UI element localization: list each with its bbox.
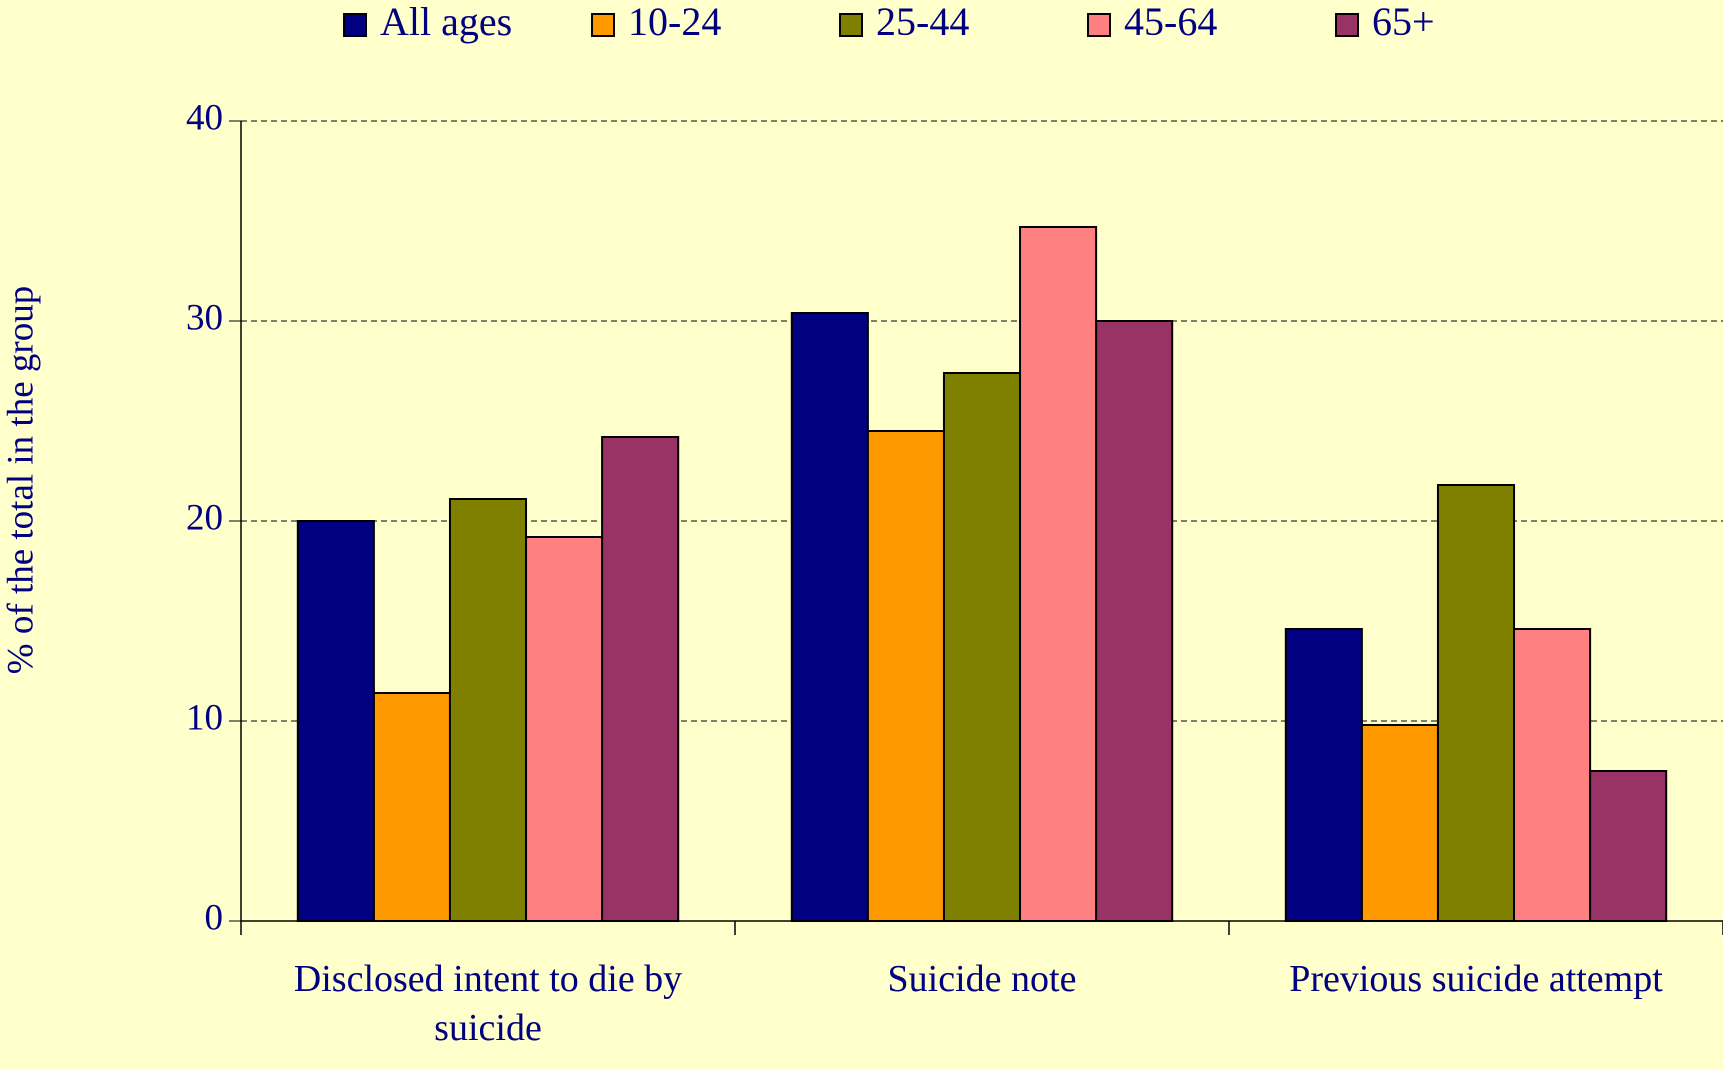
x-tick-label: Suicide note xyxy=(887,958,1077,1000)
x-tick-label: Disclosed intent to die by suicide xyxy=(293,958,683,1050)
bar xyxy=(372,692,451,922)
bar xyxy=(1589,770,1668,922)
legend-swatch xyxy=(591,13,615,37)
bar xyxy=(1095,320,1174,922)
bar xyxy=(1436,484,1516,922)
bar xyxy=(1284,628,1363,922)
bar xyxy=(942,372,1022,922)
legend-swatch xyxy=(1335,13,1359,37)
x-tick-label: Previous suicide attempt xyxy=(1289,958,1663,1000)
bar xyxy=(601,436,680,922)
bar xyxy=(1360,724,1439,922)
bar xyxy=(1019,226,1098,922)
legend-label: 25-44 xyxy=(876,0,969,44)
legend-swatch xyxy=(343,13,367,37)
bar xyxy=(1513,628,1592,922)
legend-label: All ages xyxy=(380,0,512,44)
legend-swatch xyxy=(1087,13,1111,37)
bar xyxy=(866,430,945,922)
legend-label: 45-64 xyxy=(1124,0,1217,44)
legend-swatch xyxy=(839,13,863,37)
bar xyxy=(448,498,528,922)
bar xyxy=(525,536,604,922)
legend-label: 10-24 xyxy=(628,0,721,44)
y-tick-label: 30 xyxy=(186,297,223,338)
y-axis-label: % of the total in the group xyxy=(0,286,41,674)
y-tick-label: 40 xyxy=(186,97,223,138)
y-tick-label: 0 xyxy=(205,897,224,938)
y-tick-label: 20 xyxy=(186,497,223,538)
legend-label: 65+ xyxy=(1372,0,1435,44)
bar xyxy=(296,520,375,922)
bar xyxy=(790,312,869,922)
y-tick-label: 10 xyxy=(186,697,223,738)
